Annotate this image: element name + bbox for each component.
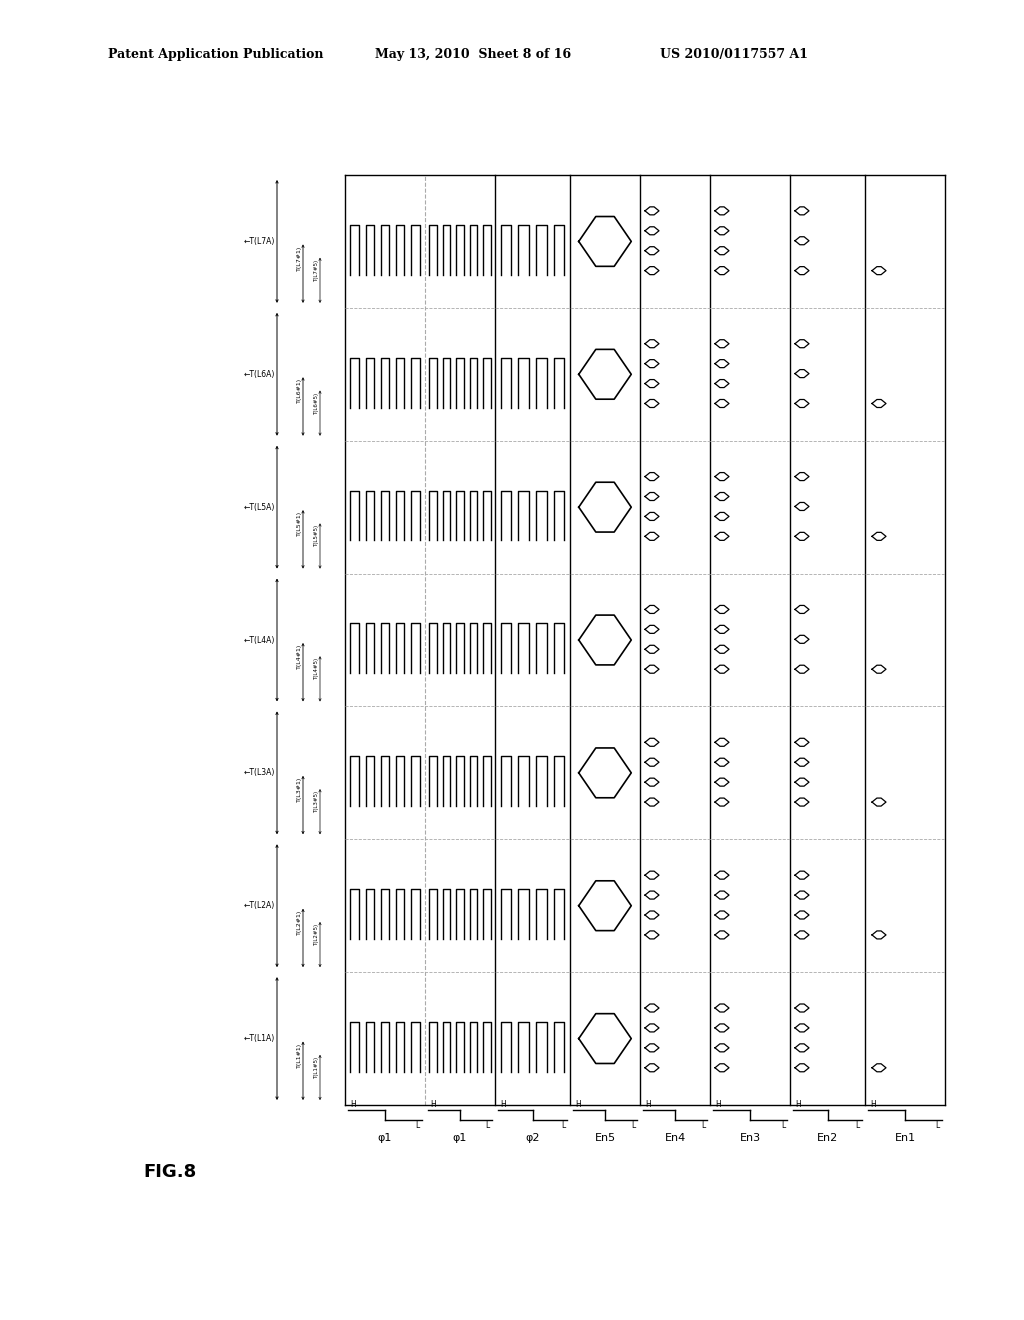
Text: φ1: φ1 (378, 1133, 392, 1143)
Text: FIG.8: FIG.8 (143, 1163, 197, 1181)
Text: φ1: φ1 (453, 1133, 467, 1143)
Text: L: L (856, 1121, 860, 1130)
Text: En2: En2 (817, 1133, 838, 1143)
Text: ←T(L1A): ←T(L1A) (244, 1034, 275, 1043)
Text: T(L1#5): T(L1#5) (314, 1057, 319, 1078)
Text: ←T(L6A): ←T(L6A) (244, 370, 275, 379)
Text: ←T(L7A): ←T(L7A) (244, 236, 275, 246)
Text: L: L (780, 1121, 785, 1130)
Text: ←T(L4A): ←T(L4A) (244, 635, 275, 644)
Text: H: H (715, 1100, 721, 1109)
Text: L: L (485, 1121, 490, 1130)
Text: T(L4#1): T(L4#1) (297, 644, 302, 669)
Text: φ2: φ2 (525, 1133, 540, 1143)
Text: En4: En4 (665, 1133, 686, 1143)
Text: T(L2#5): T(L2#5) (314, 924, 319, 946)
Text: L: L (561, 1121, 565, 1130)
Text: H: H (575, 1100, 581, 1109)
Text: T(L5#5): T(L5#5) (314, 525, 319, 548)
Text: May 13, 2010  Sheet 8 of 16: May 13, 2010 Sheet 8 of 16 (375, 48, 571, 61)
Text: H: H (870, 1100, 876, 1109)
Text: ←T(L3A): ←T(L3A) (244, 768, 275, 777)
Text: T(L1#1): T(L1#1) (297, 1043, 302, 1068)
Text: Patent Application Publication: Patent Application Publication (108, 48, 324, 61)
Text: T(L4#5): T(L4#5) (314, 659, 319, 680)
Text: H: H (645, 1100, 650, 1109)
Text: L: L (936, 1121, 940, 1130)
Text: L: L (416, 1121, 420, 1130)
Text: En3: En3 (739, 1133, 761, 1143)
Text: US 2010/0117557 A1: US 2010/0117557 A1 (660, 48, 808, 61)
Text: En5: En5 (595, 1133, 615, 1143)
Text: H: H (350, 1100, 355, 1109)
Text: ←T(L5A): ←T(L5A) (244, 503, 275, 512)
Text: T(L6#5): T(L6#5) (314, 392, 319, 414)
Text: T(L3#1): T(L3#1) (297, 777, 302, 803)
Text: ←T(L2A): ←T(L2A) (244, 902, 275, 911)
Text: T(L3#5): T(L3#5) (314, 791, 319, 813)
Text: T(L7#5): T(L7#5) (314, 260, 319, 281)
Text: L: L (631, 1121, 635, 1130)
Text: T(L6#1): T(L6#1) (297, 379, 302, 404)
Text: T(L7#1): T(L7#1) (297, 246, 302, 271)
Text: H: H (500, 1100, 506, 1109)
Text: H: H (430, 1100, 436, 1109)
Text: T(L2#1): T(L2#1) (297, 909, 302, 935)
Text: En1: En1 (894, 1133, 915, 1143)
Text: H: H (795, 1100, 801, 1109)
Text: L: L (700, 1121, 705, 1130)
Text: T(L5#1): T(L5#1) (297, 511, 302, 536)
